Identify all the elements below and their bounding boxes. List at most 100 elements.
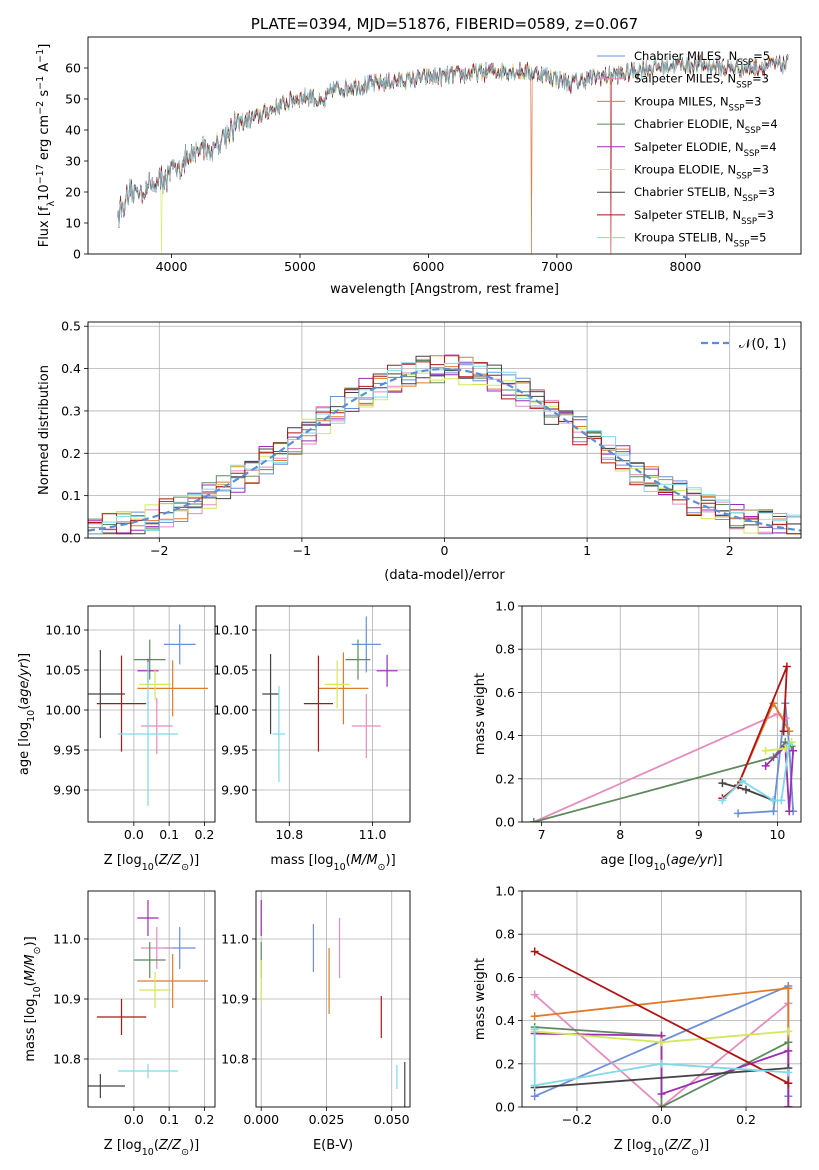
y-tick-label: 9.95 bbox=[53, 743, 81, 758]
x-tick-label: 0.050 bbox=[374, 1112, 410, 1127]
weight-marker bbox=[738, 776, 747, 785]
weight-line bbox=[533, 1029, 789, 1087]
legend-entry: Salpeter STELIB, NSSP=3 bbox=[634, 208, 774, 227]
x-tick-label: 1 bbox=[583, 543, 591, 558]
weight-marker bbox=[769, 796, 778, 805]
errorbar-point bbox=[139, 668, 171, 701]
errorbar-point bbox=[133, 639, 166, 680]
y-tick-label: 10.8 bbox=[53, 1052, 81, 1067]
y-tick-label: 0.2 bbox=[495, 1056, 515, 1071]
x-axis-label: Z [log10(Z/Z⊙)] bbox=[104, 853, 199, 873]
weight-marker bbox=[530, 947, 539, 956]
panel-3: 0.0 0.1 0.2 9.90 9.95 10.00 10.05 10.10 Z [log10… bbox=[17, 605, 216, 873]
x-tick-label: 0.0 bbox=[124, 1112, 144, 1127]
weight-line bbox=[764, 744, 794, 812]
weight-marker bbox=[784, 1038, 793, 1047]
y-tick-label: 10.8 bbox=[221, 1052, 249, 1067]
x-tick-label: −2 bbox=[150, 543, 168, 558]
weight-marker bbox=[784, 1068, 793, 1077]
x-tick-label: 0.025 bbox=[309, 1112, 345, 1127]
errorbar-point bbox=[117, 662, 178, 806]
weight-marker bbox=[530, 1092, 539, 1101]
axes: 10.8 11.0 9.90 9.95 10.00 10.05 10.10 mass [log… bbox=[213, 605, 411, 873]
panel-8: −0.2 0.0 0.2 0.0 0.2 0.4 0.6 0.8 1.0 Z [log10(Z/Z… bbox=[473, 884, 802, 1158]
plot-area bbox=[88, 624, 208, 806]
x-axis-label: wavelength [Angstrom, rest frame] bbox=[330, 282, 559, 297]
x-tick-label: 5000 bbox=[284, 259, 316, 274]
x-axis-label: mass [log10(M/M⊙)] bbox=[270, 853, 395, 873]
x-tick-label: 6000 bbox=[413, 259, 445, 274]
y-tick-label: 0.8 bbox=[495, 927, 515, 942]
y-axis-label: mass weight bbox=[473, 673, 488, 755]
errorbar-point bbox=[140, 927, 173, 969]
x-tick-label: 7000 bbox=[541, 259, 573, 274]
x-tick-label: 0.2 bbox=[194, 1112, 214, 1127]
errorbar-point bbox=[303, 655, 333, 752]
y-tick-label: 0.8 bbox=[495, 642, 515, 657]
y-tick-label: 0.0 bbox=[495, 815, 515, 830]
y-tick-label: 0.6 bbox=[495, 970, 515, 985]
weight-marker bbox=[718, 796, 727, 805]
panel-7: 0.000 0.025 0.050 10.8 10.9 11.0 E(B-V) bbox=[221, 890, 411, 1153]
x-axis-label: E(B-V) bbox=[313, 1138, 353, 1153]
errorbar-point bbox=[351, 616, 381, 673]
x-tick-label: 7 bbox=[538, 827, 546, 842]
plot-area bbox=[262, 616, 398, 782]
y-tick-label: 10.00 bbox=[45, 703, 81, 718]
weight-marker bbox=[718, 779, 727, 788]
weight-line bbox=[534, 1067, 789, 1089]
weight-line bbox=[533, 712, 786, 822]
y-tick-label: 10.9 bbox=[53, 992, 81, 1007]
errorbar-point bbox=[272, 686, 286, 782]
errorbar-point bbox=[262, 654, 279, 734]
x-tick-label: 10 bbox=[769, 827, 785, 842]
y-tick-label: 10.10 bbox=[213, 623, 249, 638]
axes: 4000 5000 6000 7000 8000 0 10 20 30 40 50 60 wavelen… bbox=[35, 36, 802, 297]
panel-2: −2 −1 0 1 2 0.0 0.1 0.2 0.3 0.4 0.5 𝒩(0, 1) (data-mo… bbox=[37, 319, 802, 583]
weight-marker bbox=[761, 761, 770, 770]
axes: 0.0 0.1 0.2 10.8 10.9 11.0 Z [log10(Z/Z⊙)] mass… bbox=[23, 890, 216, 1158]
errorbar-point bbox=[137, 954, 208, 1008]
x-axis-label: Z [log10(Z/Z⊙)] bbox=[104, 1138, 199, 1158]
axes-frame bbox=[255, 605, 411, 823]
y-tick-label: 9.90 bbox=[53, 783, 81, 798]
legend-entry: Kroupa STELIB, NSSP=5 bbox=[634, 231, 766, 250]
x-tick-label: 9 bbox=[695, 827, 703, 842]
normal-curve bbox=[88, 367, 801, 532]
weight-marker bbox=[530, 1012, 539, 1021]
axes: −2 −1 0 1 2 0.0 0.1 0.2 0.3 0.4 0.5 𝒩(0, 1) (data-mo… bbox=[37, 319, 802, 583]
axes: 0.000 0.025 0.050 10.8 10.9 11.0 E(B-V) bbox=[221, 890, 411, 1153]
y-tick-label: 30 bbox=[65, 154, 81, 169]
errorbar-point bbox=[88, 1074, 126, 1098]
y-tick-label: 0.2 bbox=[61, 446, 81, 461]
weight-marker bbox=[784, 1046, 793, 1055]
histogram-step bbox=[88, 361, 801, 535]
weight-marker bbox=[785, 740, 794, 749]
weight-marker bbox=[785, 807, 794, 816]
x-tick-label: 0.2 bbox=[194, 827, 214, 842]
errorbar-point bbox=[140, 698, 173, 754]
y-tick-label: 10.05 bbox=[213, 663, 249, 678]
weight-marker bbox=[784, 1027, 793, 1036]
y-tick-label: 60 bbox=[65, 61, 81, 76]
errorbar-point bbox=[88, 650, 126, 738]
legend-entry: Kroupa MILES, NSSP=3 bbox=[634, 94, 761, 113]
y-tick-label: 10.10 bbox=[45, 623, 81, 638]
x-tick-label: 4000 bbox=[156, 259, 188, 274]
y-axis-label: mass weight bbox=[473, 958, 488, 1040]
weight-marker bbox=[657, 1090, 666, 1099]
y-tick-label: 0.3 bbox=[61, 403, 81, 418]
errorbar-point bbox=[137, 660, 208, 717]
panel-6: 0.0 0.1 0.2 10.8 10.9 11.0 Z [log10(Z/Z⊙)] mass… bbox=[23, 890, 216, 1158]
plot-area bbox=[88, 900, 208, 1098]
panel-1: 4000 5000 6000 7000 8000 0 10 20 30 40 50 60 wavelen… bbox=[35, 36, 802, 297]
x-axis-label: (data-model)/error bbox=[384, 568, 505, 583]
y-tick-label: 20 bbox=[65, 185, 81, 200]
axes: −0.2 0.0 0.2 0.0 0.2 0.4 0.6 0.8 1.0 Z [log10(Z/Z… bbox=[473, 884, 802, 1158]
x-tick-label: 0.000 bbox=[243, 1112, 279, 1127]
x-axis-label: age [log10(age/yr)] bbox=[600, 853, 722, 873]
y-axis-label: Flux [fλ10−17 erg cm−2 s−1 A−1] bbox=[35, 44, 57, 248]
panel-4: 10.8 11.0 9.90 9.95 10.00 10.05 10.10 mass [log… bbox=[213, 605, 411, 873]
panel-5: 7 8 9 10 0.0 0.2 0.4 0.6 0.8 1.0 age [log10(age/yr… bbox=[473, 599, 802, 873]
legend-entry: Chabrier STELIB, NSSP=3 bbox=[634, 185, 775, 204]
